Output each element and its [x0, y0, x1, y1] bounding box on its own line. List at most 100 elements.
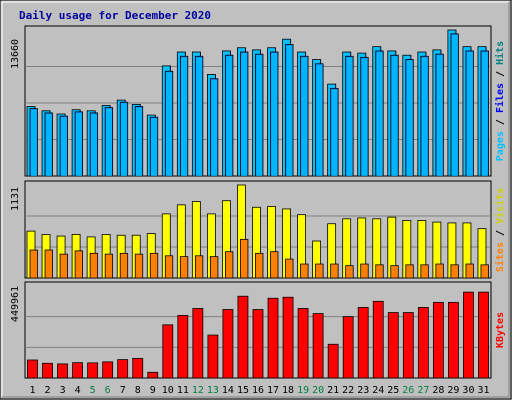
day-axis-labels: 1 2 3 4 5 6 7 8 9 10 11 12 13 14 15 16 17 18 19 20 21 22 23 24 2…: [30, 385, 490, 396]
visits-sites-panel: 1131 Sites / Visits: [10, 180, 506, 279]
sites-bar: [104, 253, 114, 279]
kbytes-bar: [463, 291, 474, 379]
sites-bar: [149, 252, 159, 279]
day-label: 23: [357, 385, 369, 396]
sites-bar: [405, 264, 414, 279]
pages-bar: [286, 45, 293, 176]
kbytes-bar: [87, 362, 99, 379]
day-label: 22: [342, 385, 354, 396]
day-label: 13: [207, 385, 219, 396]
pages-bar: [271, 53, 278, 176]
kbytes-bar: [297, 308, 309, 379]
kbytes-bar: [132, 357, 144, 379]
day-label: 9: [150, 385, 156, 396]
kbytes-bar: [447, 301, 459, 379]
sites-bar: [420, 264, 429, 279]
hits-files-panel: 13660 Pages / Files / Hits: [10, 25, 506, 177]
series-vertical-label: Sites / Visits: [494, 188, 506, 272]
kbytes-bar: [147, 371, 159, 379]
series-vertical-label: Pages / Files / Hits: [494, 41, 506, 161]
sites-bar: [270, 251, 279, 279]
day-label: 4: [75, 385, 81, 396]
kbytes-bar: [267, 297, 279, 379]
day-label: 18: [282, 385, 294, 396]
pages-bar: [105, 108, 112, 176]
kbytes-bar: [207, 334, 219, 379]
kbytes-bar: [432, 301, 444, 379]
day-label: 15: [237, 385, 249, 396]
kbytes-bar: [372, 300, 384, 379]
kbytes-bar: [27, 359, 38, 379]
day-label: 8: [135, 385, 141, 396]
pages-bar: [75, 112, 82, 176]
sites-bar: [164, 255, 174, 279]
sites-bar: [450, 264, 459, 279]
day-label: 21: [327, 385, 339, 396]
kbytes-bar: [57, 363, 68, 379]
pages-bar: [346, 57, 353, 176]
pages-bar: [316, 64, 323, 176]
y-max-label: 13660: [10, 39, 21, 69]
sites-bar: [194, 255, 204, 279]
sites-bar: [74, 250, 83, 279]
day-label: 11: [177, 385, 189, 396]
day-label: 14: [222, 385, 234, 396]
day-label: 3: [60, 385, 66, 396]
kbytes-bar: [192, 308, 204, 379]
day-label: 12: [192, 385, 204, 396]
pages-bar: [120, 103, 127, 176]
kbytes-bar: [222, 309, 234, 379]
sites-bar: [345, 265, 354, 279]
day-label: 5: [90, 385, 96, 396]
sites-bar: [390, 265, 399, 279]
sites-bar: [179, 256, 189, 279]
day-label: 26: [402, 385, 414, 396]
pages-bar: [406, 60, 413, 176]
kbytes-panel: 449961 KBytes: [10, 281, 506, 379]
pages-bar: [30, 109, 37, 176]
kbytes-bar: [177, 315, 189, 379]
day-label: 2: [45, 385, 51, 396]
day-label: 25: [387, 385, 399, 396]
pages-bar: [136, 107, 143, 176]
pages-bar: [436, 55, 443, 176]
sites-bar: [59, 253, 68, 279]
kbytes-bar: [117, 359, 129, 379]
y-max-label: 449961: [10, 286, 21, 322]
pages-bar: [90, 113, 97, 176]
sites-bar: [330, 263, 339, 279]
kbytes-bar: [327, 343, 339, 379]
sites-bar: [209, 256, 219, 279]
day-label: 31: [477, 385, 489, 396]
day-label: 29: [447, 385, 459, 396]
sites-bar: [255, 252, 264, 279]
day-label: 10: [162, 385, 174, 396]
sites-bar: [225, 251, 234, 279]
sites-bar: [29, 249, 38, 279]
pages-bar: [421, 57, 428, 176]
kbytes-bar: [102, 361, 114, 379]
day-label: 28: [432, 385, 444, 396]
pages-bar: [45, 113, 52, 176]
pages-bar: [451, 34, 458, 176]
pages-bar: [196, 57, 203, 176]
sites-bar: [375, 264, 384, 279]
day-label: 17: [267, 385, 279, 396]
day-label: 7: [120, 385, 126, 396]
day-label: 27: [417, 385, 429, 396]
day-label: 6: [105, 385, 111, 396]
pages-bar: [226, 56, 233, 176]
pages-bar: [466, 51, 473, 177]
day-label: 30: [462, 385, 474, 396]
kbytes-bar: [357, 307, 369, 379]
sites-bar: [360, 263, 369, 279]
sites-bar: [300, 263, 309, 279]
sites-bar: [315, 263, 324, 279]
kbytes-bar: [252, 309, 264, 379]
sites-bar: [285, 258, 294, 279]
pages-bar: [166, 72, 173, 176]
pages-bar: [181, 57, 188, 176]
